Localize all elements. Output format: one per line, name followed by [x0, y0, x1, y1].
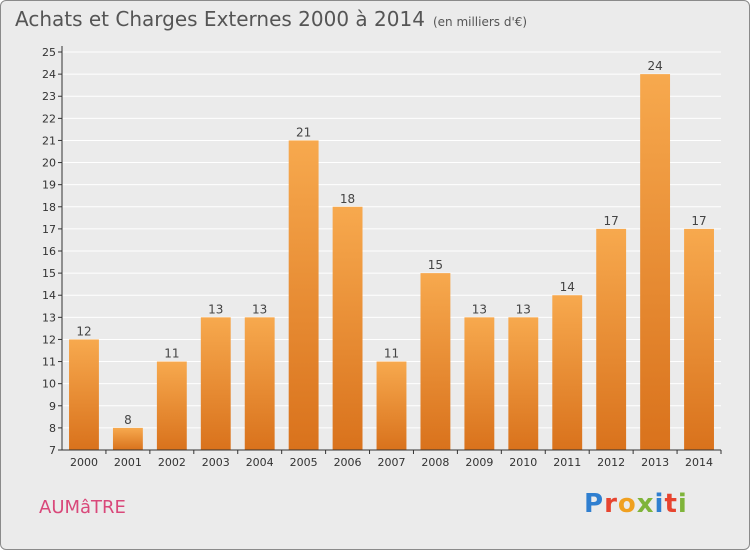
bar-2003 — [200, 317, 231, 450]
bar-2013 — [640, 74, 671, 450]
data-label-2010: 13 — [516, 302, 531, 316]
data-label-2007: 11 — [384, 347, 399, 361]
chart-title: Achats et Charges Externes 2000 à 2014 (e… — [15, 7, 527, 31]
bar-2009 — [464, 317, 495, 450]
y-tick-label: 19 — [42, 179, 56, 192]
logo-letter: i — [677, 489, 688, 519]
commune-name: AUMâTRE — [39, 497, 126, 518]
y-tick-label: 20 — [42, 157, 56, 170]
x-tick-label-2010: 2010 — [509, 456, 537, 469]
x-tick-label-2007: 2007 — [378, 456, 406, 469]
x-tick-label-2001: 2001 — [114, 456, 142, 469]
data-label-2000: 12 — [76, 324, 91, 338]
x-tick-label-2014: 2014 — [685, 456, 713, 469]
data-label-2013: 24 — [647, 59, 662, 73]
y-tick-label: 22 — [42, 112, 56, 125]
y-tick-label: 18 — [42, 201, 56, 214]
x-tick-label-2009: 2009 — [465, 456, 493, 469]
data-label-2009: 13 — [472, 302, 487, 316]
logo-letter: P — [584, 489, 605, 519]
bar-2004 — [244, 317, 275, 450]
bar-2002 — [156, 361, 187, 450]
y-tick-label: 13 — [42, 311, 56, 324]
x-tick-label-2013: 2013 — [641, 456, 669, 469]
y-tick-label: 24 — [42, 68, 56, 81]
y-tick-label: 9 — [49, 400, 56, 413]
y-tick-label: 25 — [42, 46, 56, 59]
x-tick-label-2005: 2005 — [290, 456, 318, 469]
logo-letter: i — [654, 489, 665, 519]
y-tick-label: 23 — [42, 90, 56, 103]
data-label-2004: 13 — [252, 302, 267, 316]
x-tick-label-2011: 2011 — [553, 456, 581, 469]
chart-subtitle: (en milliers d'€) — [432, 15, 528, 29]
y-tick-label: 17 — [42, 223, 56, 236]
bar-2011 — [552, 295, 583, 450]
x-tick-label-2002: 2002 — [158, 456, 186, 469]
x-tick-label-2000: 2000 — [70, 456, 98, 469]
logo-letter: x — [636, 489, 655, 519]
bar-2014 — [684, 228, 714, 450]
logo-letter: t — [664, 489, 678, 519]
y-tick-label: 8 — [49, 422, 56, 435]
proxiti-logo: Proxiti — [584, 489, 688, 519]
y-tick-label: 12 — [42, 333, 56, 346]
data-label-2005: 21 — [296, 125, 311, 139]
y-tick-label: 21 — [42, 134, 56, 147]
chart-title-text: Achats et Charges Externes 2000 à 2014 — [15, 7, 425, 31]
bar-2010 — [508, 317, 539, 450]
y-tick-label: 10 — [42, 378, 56, 391]
logo-letter: r — [604, 489, 618, 519]
data-label-2011: 14 — [560, 280, 575, 294]
bar-2008 — [420, 273, 451, 450]
bar-2012 — [596, 228, 627, 450]
data-label-2002: 11 — [164, 347, 179, 361]
data-label-2001: 8 — [124, 413, 132, 427]
bar-2006 — [332, 206, 363, 450]
x-tick-label-2006: 2006 — [334, 456, 362, 469]
y-tick-label: 7 — [49, 444, 56, 457]
data-label-2003: 13 — [208, 302, 223, 316]
bar-2007 — [376, 361, 407, 450]
logo-letter: o — [617, 489, 637, 519]
bar-2005 — [288, 140, 319, 450]
data-label-2014: 17 — [691, 214, 706, 228]
x-tick-label-2012: 2012 — [597, 456, 625, 469]
data-label-2012: 17 — [604, 214, 619, 228]
y-tick-label: 15 — [42, 267, 56, 280]
bar-2000 — [69, 339, 99, 450]
x-tick-label-2003: 2003 — [202, 456, 230, 469]
x-tick-label-2008: 2008 — [421, 456, 449, 469]
y-tick-label: 14 — [42, 289, 56, 302]
data-label-2008: 15 — [428, 258, 443, 272]
y-tick-label: 11 — [42, 356, 56, 369]
axes: 7 8 9 10 11 12 13 14 15 16 17 18 19 20 21 22 23 24 25 2000 2… — [42, 46, 722, 469]
x-tick-label-2004: 2004 — [246, 456, 274, 469]
data-label-2006: 18 — [340, 192, 355, 206]
y-tick-label: 16 — [42, 245, 56, 258]
bar-2001 — [112, 427, 143, 450]
bars: 12 8 11 13 13 21 18 11 15 13 13 14 17 24 17 — [69, 59, 714, 450]
